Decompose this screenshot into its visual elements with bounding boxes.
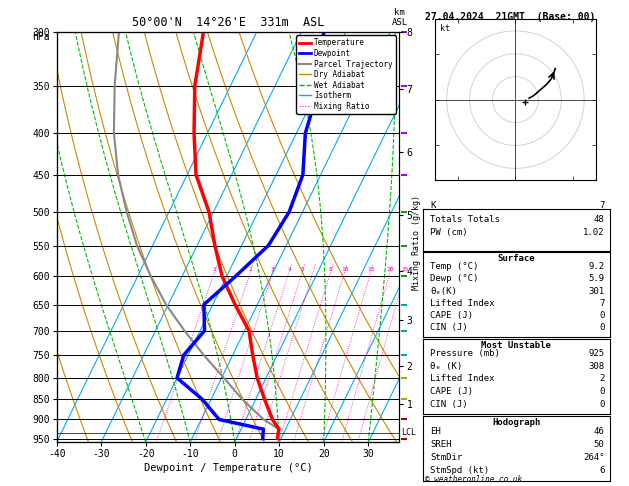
Text: 0: 0 (599, 399, 604, 409)
Text: 27.04.2024  21GMT  (Base: 00): 27.04.2024 21GMT (Base: 00) (425, 12, 595, 22)
Text: Pressure (mb): Pressure (mb) (430, 349, 500, 358)
Text: 0: 0 (599, 311, 604, 320)
Title: 50°00'N  14°26'E  331m  ASL: 50°00'N 14°26'E 331m ASL (132, 16, 324, 29)
Text: 4: 4 (287, 267, 291, 272)
Text: 2: 2 (249, 267, 252, 272)
Text: 308: 308 (588, 362, 604, 371)
Text: 8: 8 (329, 267, 333, 272)
Text: 1.02: 1.02 (583, 228, 604, 237)
Text: Surface: Surface (498, 254, 535, 263)
Text: km
ASL: km ASL (391, 8, 408, 28)
Text: 9.2: 9.2 (588, 262, 604, 271)
Text: 7: 7 (599, 299, 604, 308)
X-axis label: Dewpoint / Temperature (°C): Dewpoint / Temperature (°C) (143, 463, 313, 473)
Text: LCL: LCL (401, 429, 416, 437)
Text: 6: 6 (599, 466, 604, 475)
Text: Lifted Index: Lifted Index (430, 374, 494, 383)
Text: hPa: hPa (33, 32, 50, 42)
Text: CIN (J): CIN (J) (430, 399, 468, 409)
Text: Most Unstable: Most Unstable (481, 341, 552, 349)
Text: 20: 20 (386, 267, 394, 272)
Text: 3: 3 (271, 267, 275, 272)
Text: 46: 46 (594, 427, 604, 436)
Text: 2: 2 (599, 374, 604, 383)
Text: StmSpd (kt): StmSpd (kt) (430, 466, 489, 475)
Text: 0: 0 (599, 323, 604, 332)
Text: θₑ (K): θₑ (K) (430, 362, 462, 371)
Text: Hodograph: Hodograph (493, 417, 540, 427)
Text: Dewp (°C): Dewp (°C) (430, 275, 479, 283)
Text: EH: EH (430, 427, 441, 436)
Text: Totals Totals: Totals Totals (430, 215, 500, 224)
Text: StmDir: StmDir (430, 453, 462, 462)
Text: 15: 15 (367, 267, 375, 272)
Text: K: K (430, 201, 435, 210)
Text: 5: 5 (301, 267, 304, 272)
Text: 264°: 264° (583, 453, 604, 462)
Text: kt: kt (440, 24, 450, 33)
Text: θₑ(K): θₑ(K) (430, 287, 457, 295)
Text: 25: 25 (402, 267, 409, 272)
Text: 301: 301 (588, 287, 604, 295)
Text: CAPE (J): CAPE (J) (430, 387, 473, 396)
Text: CAPE (J): CAPE (J) (430, 311, 473, 320)
Text: Mixing Ratio (g/kg): Mixing Ratio (g/kg) (412, 195, 421, 291)
Text: 925: 925 (588, 349, 604, 358)
Text: Temp (°C): Temp (°C) (430, 262, 479, 271)
Text: Lifted Index: Lifted Index (430, 299, 494, 308)
Text: 48: 48 (594, 215, 604, 224)
Text: 50: 50 (594, 440, 604, 449)
Text: 1: 1 (213, 267, 216, 272)
Text: CIN (J): CIN (J) (430, 323, 468, 332)
Text: 10: 10 (341, 267, 348, 272)
Legend: Temperature, Dewpoint, Parcel Trajectory, Dry Adiabat, Wet Adiabat, Isotherm, Mi: Temperature, Dewpoint, Parcel Trajectory… (296, 35, 396, 114)
Text: 0: 0 (599, 387, 604, 396)
Text: © weatheronline.co.uk: © weatheronline.co.uk (425, 474, 521, 484)
Text: SREH: SREH (430, 440, 452, 449)
Text: 5.9: 5.9 (588, 275, 604, 283)
Text: 7: 7 (599, 201, 604, 210)
Text: PW (cm): PW (cm) (430, 228, 468, 237)
